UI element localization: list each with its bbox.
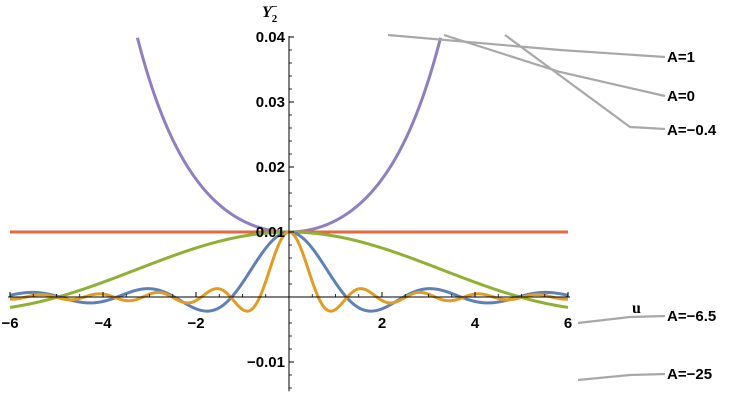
x-tick-label: −6 bbox=[1, 315, 18, 332]
x-tick-label: −4 bbox=[94, 315, 112, 332]
y-tick-label: −0.01 bbox=[247, 354, 285, 371]
legend-label: A=−6.5 bbox=[667, 308, 716, 325]
y-axis-label-base: Y bbox=[262, 4, 273, 21]
legend-leader-line bbox=[387, 33, 666, 59]
y-axis-label-superscript: − bbox=[271, 1, 277, 13]
legend-label: A=0 bbox=[667, 88, 695, 105]
legend-callouts: A=1 A=0 A=−0.4 A=−6.5 A=−25 bbox=[387, 33, 717, 383]
y-tick-label: 0.03 bbox=[256, 94, 285, 111]
axis-ticks: −6 −4 −2 2 4 6 −0.01 0.01 0.02 0.03 0.04 bbox=[1, 29, 572, 389]
y-axis-label: Y2− bbox=[262, 1, 278, 25]
y-tick-label: 0.04 bbox=[256, 29, 286, 46]
x-tick-label: 6 bbox=[564, 315, 572, 332]
legend-leader-line bbox=[577, 314, 666, 325]
legend-label: A=1 bbox=[667, 49, 695, 66]
legend-leader-line bbox=[577, 372, 666, 382]
y-tick-label: 0.01 bbox=[256, 224, 285, 241]
legend-label: A=−25 bbox=[667, 366, 712, 383]
x-axis-label: u bbox=[632, 300, 641, 317]
legend-leader-line bbox=[443, 33, 666, 98]
legend-label: A=−0.4 bbox=[667, 122, 717, 139]
x-tick-label: 4 bbox=[471, 315, 480, 332]
axes: −6 −4 −2 2 4 6 −0.01 0.01 0.02 0.03 0.04 bbox=[1, 29, 572, 392]
legend-leader-line bbox=[504, 34, 666, 131]
y-tick-label: 0.02 bbox=[256, 159, 285, 176]
x-tick-label: −2 bbox=[187, 315, 204, 332]
x-tick-label: 2 bbox=[378, 315, 386, 332]
y-axis-label-subscript: 2 bbox=[272, 13, 278, 25]
